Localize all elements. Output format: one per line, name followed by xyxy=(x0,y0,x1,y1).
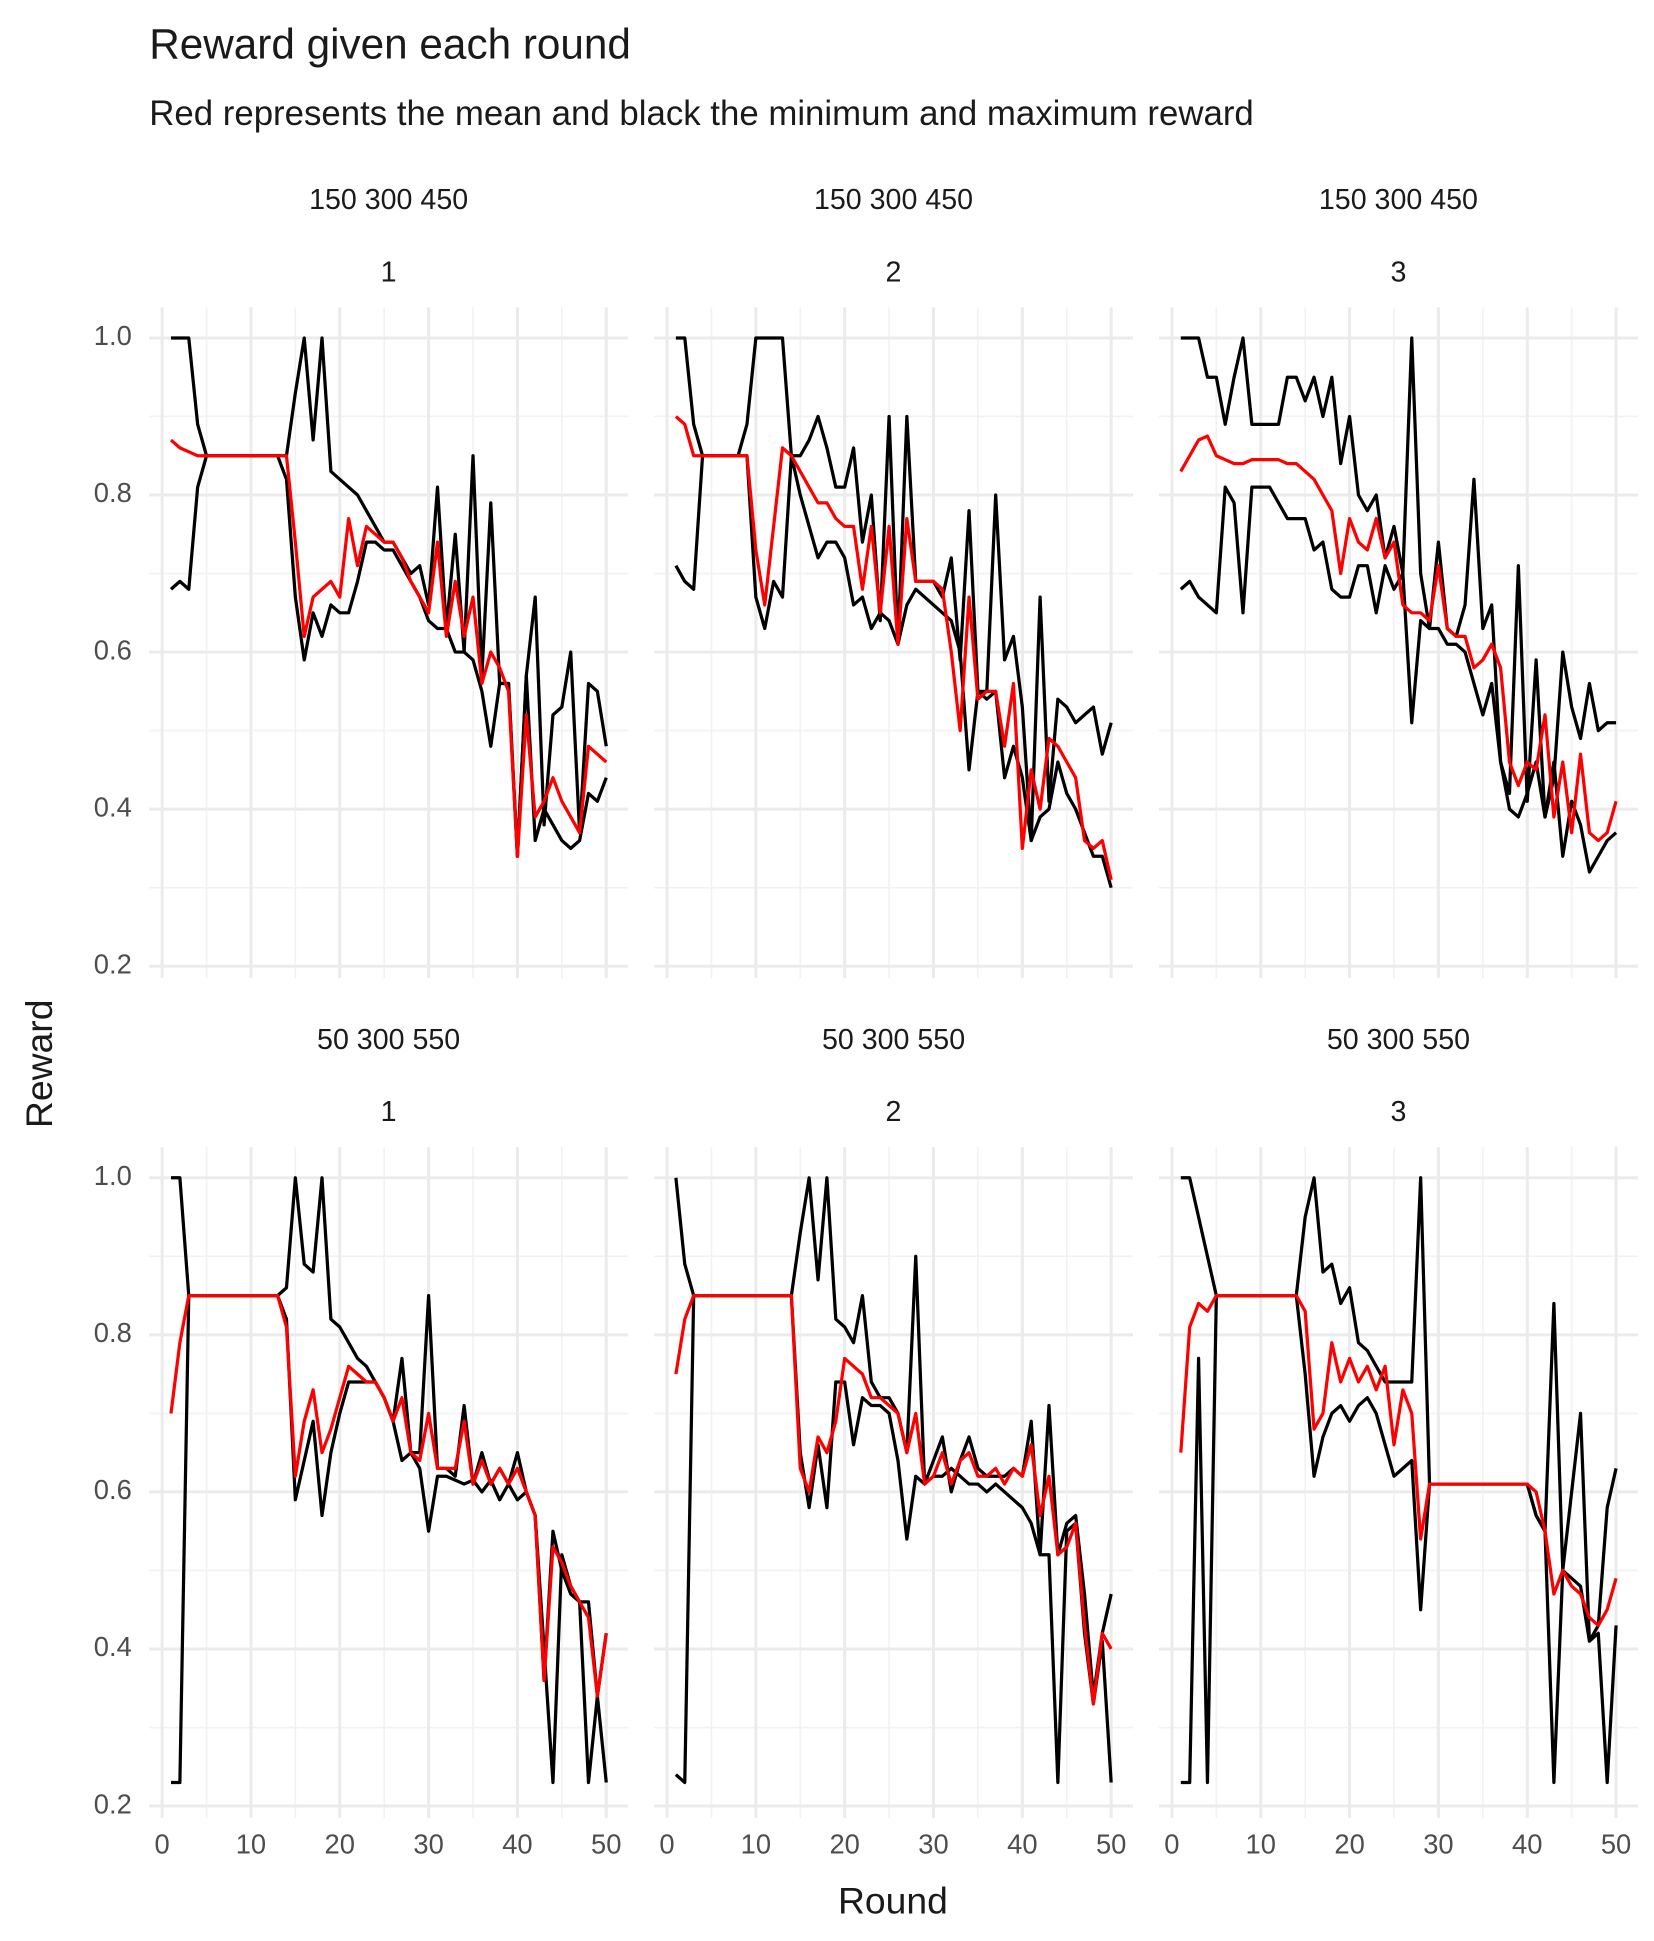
y-tick-label: 0.2 xyxy=(94,1788,132,1819)
strip-label: 1 xyxy=(381,1096,397,1128)
y-axis-title: Reward xyxy=(18,1000,60,1129)
strip-label: 3 xyxy=(1390,256,1406,288)
x-tick-label: 10 xyxy=(1246,1829,1276,1860)
x-tick-label: 0 xyxy=(155,1829,170,1860)
strip-label: 150 300 450 xyxy=(309,184,468,216)
series-line xyxy=(169,438,608,858)
strip-label: 1 xyxy=(381,256,397,288)
x-tick-label: 30 xyxy=(918,1829,948,1860)
x-tick-label: 10 xyxy=(741,1829,771,1860)
y-tick-label: 0.6 xyxy=(94,634,132,665)
x-axis-title: Round xyxy=(838,1880,948,1922)
strip-label: 2 xyxy=(886,256,902,288)
series-line xyxy=(1180,336,1617,819)
x-tick-label: 50 xyxy=(1096,1829,1126,1860)
x-tick-label: 40 xyxy=(1007,1829,1037,1860)
x-tick-label: 20 xyxy=(829,1829,859,1860)
strip-label: 50 300 550 xyxy=(1327,1024,1470,1056)
y-tick-label: 0.6 xyxy=(94,1474,132,1505)
strip-label: 2 xyxy=(886,1096,902,1128)
series-line xyxy=(170,1293,608,1785)
x-tick-label: 0 xyxy=(1164,1829,1179,1860)
strip-label: 50 300 550 xyxy=(822,1024,965,1056)
x-tick-label: 20 xyxy=(1334,1829,1364,1860)
series-line xyxy=(169,454,608,858)
x-tick-label: 10 xyxy=(236,1829,266,1860)
x-tick-label: 40 xyxy=(502,1829,532,1860)
x-tick-label: 30 xyxy=(413,1829,443,1860)
strip-label: 150 300 450 xyxy=(1319,184,1478,216)
series-line xyxy=(674,415,1113,881)
y-tick-label: 0.8 xyxy=(94,1317,132,1348)
y-tick-label: 1.0 xyxy=(94,1160,132,1191)
x-tick-label: 50 xyxy=(1601,1829,1631,1860)
y-tick-label: 1.0 xyxy=(94,320,132,351)
x-tick-label: 20 xyxy=(325,1829,355,1860)
x-tick-label: 40 xyxy=(1512,1829,1542,1860)
chart-title: Reward given each round xyxy=(149,20,631,67)
x-tick-label: 50 xyxy=(591,1829,621,1860)
series-line xyxy=(1179,434,1618,843)
strip-label: 150 300 450 xyxy=(814,184,973,216)
series-line xyxy=(675,336,1113,843)
y-tick-label: 0.2 xyxy=(94,948,132,979)
x-tick-label: 0 xyxy=(659,1829,674,1860)
series-line xyxy=(1179,1293,1618,1628)
series-line xyxy=(674,1293,1113,1706)
series-line xyxy=(169,1293,608,1698)
strip-label: 3 xyxy=(1390,1096,1406,1128)
series-line xyxy=(674,1293,1113,1785)
chart-subtitle: Red represents the mean and black the mi… xyxy=(149,94,1254,133)
y-tick-label: 0.4 xyxy=(94,1631,132,1662)
strip-label: 50 300 550 xyxy=(317,1024,460,1056)
y-tick-label: 0.8 xyxy=(94,477,132,508)
x-tick-label: 30 xyxy=(1423,1829,1453,1860)
y-tick-label: 0.4 xyxy=(94,791,132,822)
